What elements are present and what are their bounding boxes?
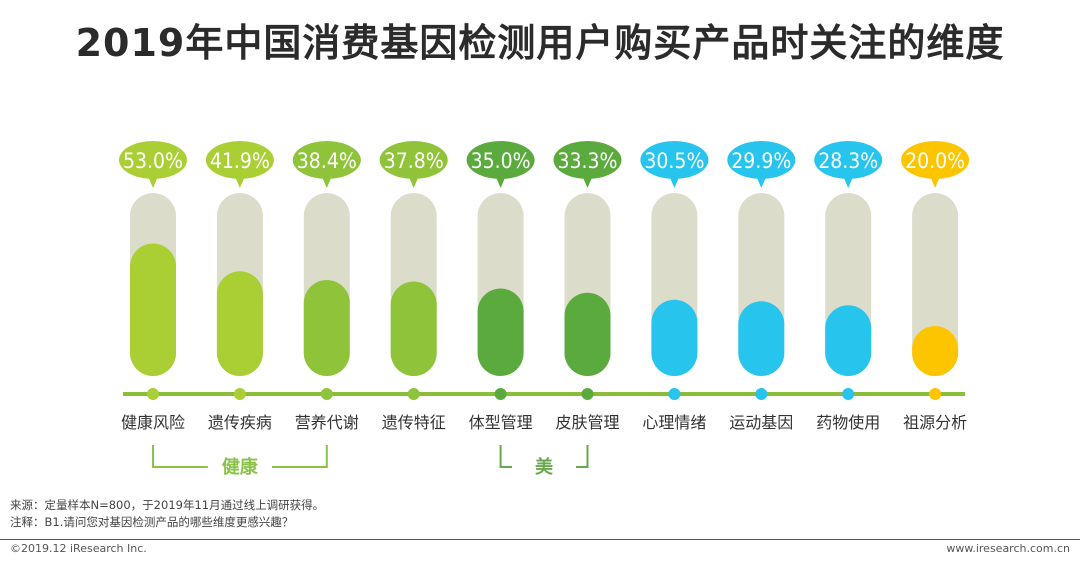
value-bubble bbox=[119, 141, 187, 179]
bar bbox=[130, 243, 176, 376]
bar bbox=[651, 299, 698, 376]
value-label: 30.5% bbox=[644, 149, 704, 173]
axis-dot bbox=[929, 388, 942, 400]
value-bubble bbox=[466, 141, 535, 179]
bar bbox=[564, 292, 611, 376]
value-label: 29.9% bbox=[731, 149, 791, 173]
notes: 来源：定量样本N=800，于2019年11月通过线上调研获得。 注释：B1.请问… bbox=[10, 497, 324, 531]
axis-dot bbox=[494, 388, 507, 400]
footer-divider bbox=[0, 539, 1080, 540]
axis-dot bbox=[147, 388, 159, 400]
value-label: 28.3% bbox=[818, 149, 878, 173]
value-bubble bbox=[379, 141, 448, 179]
question-note: 注释：B1.请问您对基因检测产品的哪些维度更感兴趣？ bbox=[10, 515, 294, 529]
group-bracket-left bbox=[499, 445, 513, 468]
value-label: 35.0% bbox=[471, 149, 531, 173]
axis-dot bbox=[668, 388, 681, 400]
value-label: 41.9% bbox=[210, 149, 270, 173]
bar bbox=[738, 301, 785, 376]
axis-dot bbox=[233, 388, 246, 400]
bar bbox=[477, 288, 524, 376]
category-label: 心理情绪 bbox=[642, 413, 706, 432]
value-label: 38.4% bbox=[297, 149, 357, 173]
bar bbox=[912, 326, 959, 376]
value-bubble bbox=[727, 141, 796, 179]
category-label: 药物使用 bbox=[816, 413, 880, 432]
website: www.iresearch.com.cn bbox=[946, 542, 1070, 555]
value-label: 33.3% bbox=[557, 149, 617, 173]
group-label: 健康 bbox=[222, 456, 259, 478]
axis-dot bbox=[581, 388, 594, 400]
axis-dot bbox=[842, 388, 855, 400]
axis-dot bbox=[755, 388, 768, 400]
category-label: 遗传特征 bbox=[382, 413, 446, 432]
group-bracket-right bbox=[576, 445, 589, 468]
category-label: 祖源分析 bbox=[903, 413, 967, 432]
bar bbox=[216, 271, 263, 376]
bar bbox=[390, 281, 437, 376]
group-bracket-right bbox=[271, 445, 328, 468]
category-label: 遗传疾病 bbox=[208, 413, 272, 432]
value-bubble bbox=[205, 141, 274, 179]
axis-dot bbox=[407, 388, 420, 400]
category-label: 营养代谢 bbox=[295, 413, 359, 432]
source-note: 来源：定量样本N=800，于2019年11月通过线上调研获得。 bbox=[10, 498, 325, 512]
value-bubble bbox=[640, 141, 709, 179]
value-bubble bbox=[814, 141, 883, 179]
bar-chart: 健康风险 53.0% 遗传疾病 41.9% 营养代谢 38.4% 遗传特征 37.8% 体型管理… bbox=[119, 141, 970, 478]
value-label: 37.8% bbox=[384, 149, 444, 173]
category-label: 健康风险 bbox=[121, 413, 185, 432]
category-label: 皮肤管理 bbox=[555, 413, 619, 432]
copyright: ©2019.12 iResearch Inc. bbox=[10, 542, 147, 555]
bar bbox=[303, 280, 350, 376]
group-label: 美 bbox=[535, 456, 553, 478]
bar bbox=[825, 305, 872, 376]
page-title: 2019年中国消费基因检测用户购买产品时关注的维度 bbox=[75, 21, 1005, 65]
category-label: 体型管理 bbox=[469, 413, 533, 432]
axis-dot bbox=[320, 388, 333, 400]
value-label: 53.0% bbox=[123, 149, 183, 173]
value-bubble bbox=[553, 141, 622, 179]
value-bubble bbox=[901, 141, 970, 179]
group-bracket-left bbox=[152, 445, 208, 468]
value-bubble bbox=[292, 141, 361, 179]
value-label: 20.0% bbox=[905, 149, 965, 173]
category-label: 运动基因 bbox=[729, 413, 793, 432]
